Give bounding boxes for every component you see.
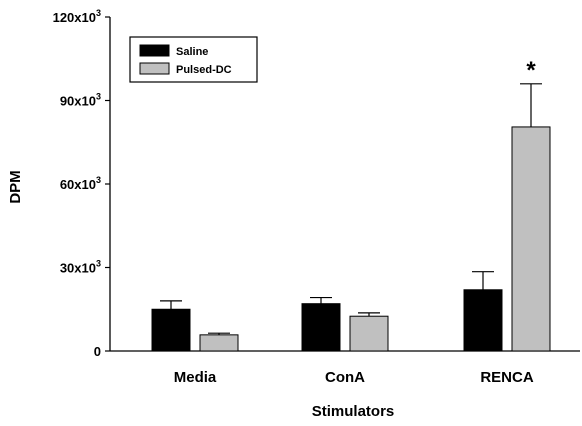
legend-swatch-pulsed-dc — [139, 62, 170, 75]
legend-swatch-saline — [139, 44, 170, 57]
bar-saline-renca — [463, 289, 503, 352]
x-tick-label-cona: ConA — [325, 369, 365, 386]
category-labels: Media ConA RENCA — [174, 369, 534, 386]
y-tick-label: 30x103 — [60, 259, 101, 276]
x-axis-title: Stimulators — [312, 403, 395, 420]
bar-saline-media — [151, 308, 191, 352]
y-tick-label: 60x103 — [60, 175, 101, 192]
y-tick-label: 0 — [94, 344, 101, 359]
x-tick-label-media: Media — [174, 369, 217, 386]
bar-pulsed-dc-renca — [511, 126, 551, 352]
y-tick-label: 120x103 — [53, 8, 101, 25]
significance-marker: * — [526, 57, 536, 84]
legend-label-pulsed-dc: Pulsed-DC — [176, 64, 232, 76]
legend-label-saline: Saline — [176, 46, 208, 58]
bar-pulsed-dc-cona — [349, 315, 389, 352]
legend: Saline Pulsed-DC — [129, 36, 258, 83]
x-tick-label-renca: RENCA — [480, 369, 534, 386]
y-axis-title: DPM — [7, 170, 24, 203]
bar-saline-cona — [301, 303, 341, 352]
bar-pulsed-dc-media — [199, 334, 239, 352]
y-tick-label: 90x103 — [60, 92, 101, 109]
bars: * — [151, 57, 551, 352]
y-ticks: 0 30x103 60x103 90x103 120x103 — [53, 8, 110, 359]
